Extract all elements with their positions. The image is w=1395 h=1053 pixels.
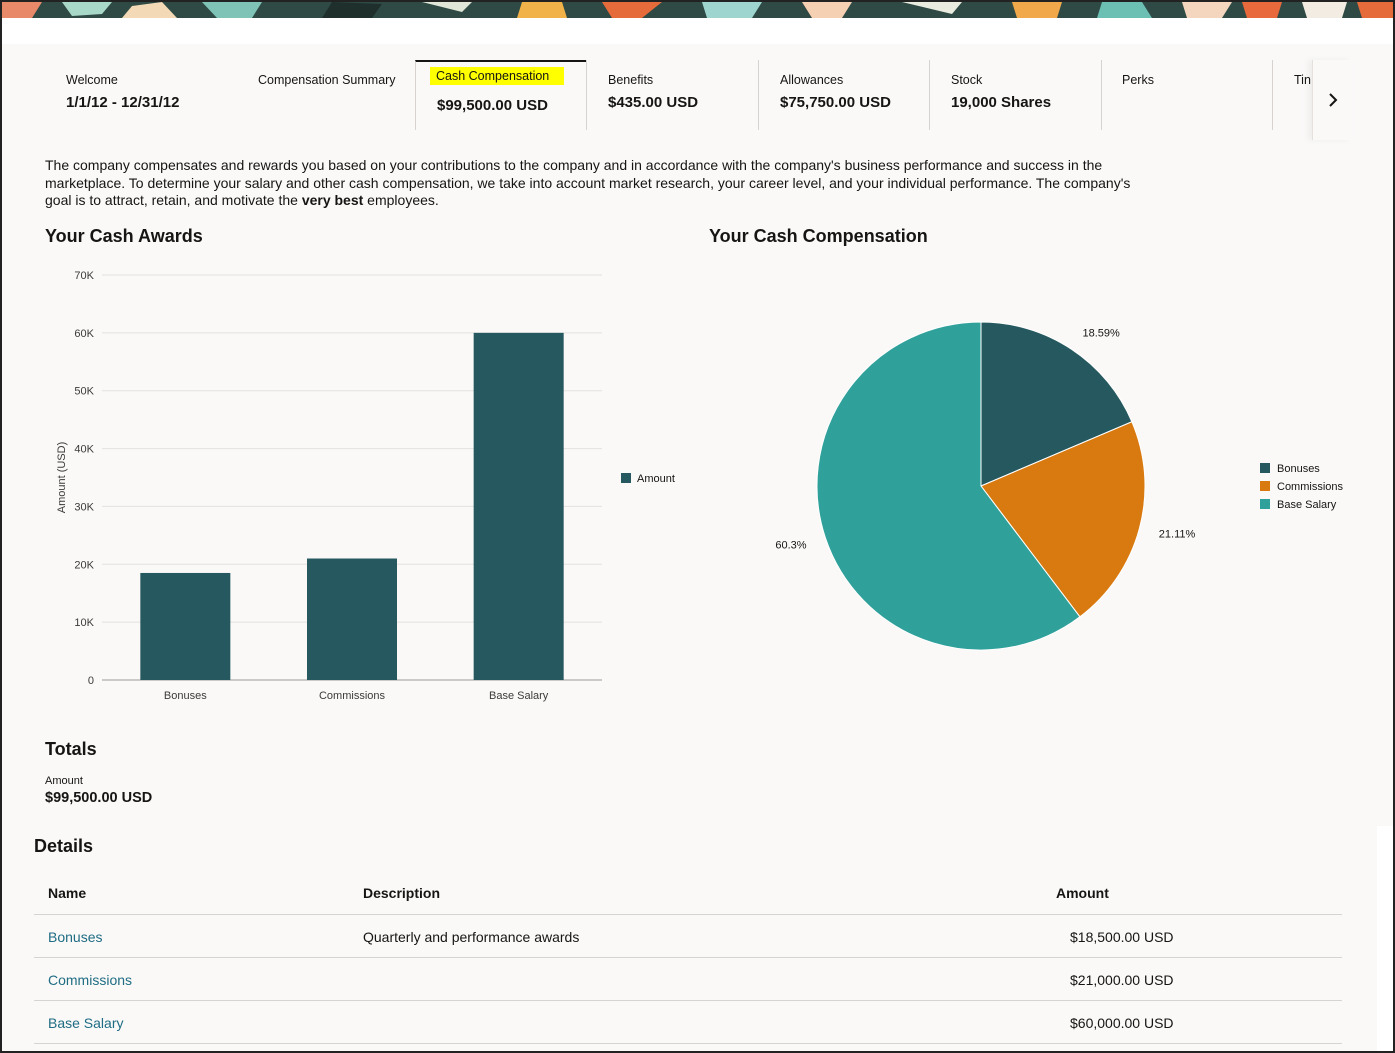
y-tick-label: 0: [88, 675, 94, 687]
y-tick-label: 20K: [74, 559, 94, 571]
row-name-link[interactable]: Commissions: [48, 972, 133, 988]
totals-amount-label: Amount: [45, 775, 83, 787]
x-tick-label: Bonuses: [164, 690, 207, 702]
bar-commissions: [307, 558, 397, 680]
tabs-next-button[interactable]: [1312, 60, 1352, 140]
table-row: Bonuses Quarterly and performance awards…: [34, 915, 1342, 958]
tab-value: 19,000 Shares: [951, 94, 1052, 111]
tab-benefits[interactable]: Benefits $435.00 USD: [586, 60, 758, 130]
legend-label: Bonuses: [1277, 463, 1320, 475]
y-tick-label: 70K: [74, 270, 94, 282]
pie-data-label: 18.59%: [1082, 328, 1120, 340]
row-amount: $21,000.00 USD: [1070, 972, 1174, 988]
pie-data-label: 21.11%: [1159, 528, 1196, 540]
cash-awards-bar-chart: 0 10K 20K 30K 40K 50K 60K 70K Amount (USD) Bonuse…: [42, 260, 702, 710]
tab-value: $99,500.00 USD: [437, 97, 548, 114]
pie-data-label: 60.3%: [775, 540, 806, 552]
row-description: Quarterly and performance awards: [363, 929, 580, 945]
row-name-link[interactable]: Bonuses: [48, 929, 103, 945]
bar-chart-title: Your Cash Awards: [45, 226, 203, 246]
tab-value: $435.00 USD: [608, 94, 699, 111]
bar-base-salary: [473, 332, 564, 680]
cash-compensation-pie-chart: 18.59% 21.11% 60.3% Bonuses Commissions Base …: [772, 302, 1372, 672]
compensation-tabs: Welcome 1/1/12 - 12/31/12 Compensation S…: [2, 60, 1393, 130]
totals-amount-value: $99,500.00 USD: [45, 790, 153, 806]
row-amount: $60,000.00 USD: [1070, 1015, 1174, 1031]
bar-chart-svg: 0 10K 20K 30K 40K 50K 60K 70K Amount (USD) Bonuse…: [56, 270, 675, 702]
tab-label: Stock: [951, 73, 983, 87]
column-header-amount[interactable]: Amount: [1056, 885, 1109, 901]
y-tick-label: 10K: [74, 617, 94, 629]
details-title: Details: [34, 836, 94, 856]
tab-label: Cash Compensation: [430, 67, 565, 85]
totals-title: Totals: [45, 739, 97, 759]
tab-perks[interactable]: Perks: [1101, 60, 1272, 130]
table-row: Commissions $21,000.00 USD: [34, 958, 1342, 1001]
x-tick-label: Commissions: [319, 690, 386, 702]
tab-label: Allowances: [780, 73, 844, 87]
decorative-banner: [2, 2, 1393, 18]
y-tick-label: 40K: [74, 444, 94, 456]
tab-label: Welcome: [66, 73, 118, 87]
column-header-description[interactable]: Description: [363, 885, 441, 901]
y-tick-label: 30K: [74, 501, 94, 513]
header-gap: [2, 18, 1393, 44]
intro-paragraph: The company compensates and rewards you …: [45, 157, 1145, 210]
pie-slice-base-salary: [816, 321, 1081, 651]
details-table-header: Name Description Amount: [34, 872, 1342, 915]
tab-label: Benefits: [608, 73, 654, 87]
right-edge-gap: [1377, 826, 1393, 1051]
pie-chart-title: Your Cash Compensation: [709, 226, 928, 246]
tab-compensation-summary[interactable]: Compensation Summary: [237, 60, 415, 130]
legend-swatch: [621, 473, 631, 483]
intro-text: The company compensates and rewards you …: [45, 157, 1131, 208]
chevron-right-icon: [1328, 93, 1337, 107]
tab-label: Tin: [1294, 73, 1311, 87]
row-amount: $18,500.00 USD: [1070, 929, 1174, 945]
legend-label: Commissions: [1277, 481, 1344, 493]
legend-swatch: [1260, 481, 1270, 491]
tab-label: Perks: [1122, 73, 1154, 87]
x-tick-label: Base Salary: [489, 690, 549, 702]
tab-cash-compensation[interactable]: Cash Compensation $99,500.00 USD: [415, 60, 586, 130]
y-tick-label: 50K: [74, 386, 94, 398]
bar-bonuses: [140, 572, 231, 680]
y-tick-label: 60K: [74, 328, 94, 340]
intro-emphasis: very best: [301, 192, 364, 208]
column-header-name[interactable]: Name: [48, 885, 87, 901]
pie-slice-commissions: [980, 421, 1146, 618]
tab-value: 1/1/12 - 12/31/12: [66, 94, 180, 111]
legend-swatch: [1260, 463, 1270, 473]
tab-time[interactable]: Tin: [1272, 60, 1312, 130]
y-axis-label: Amount (USD): [56, 442, 68, 514]
tab-label: Compensation Summary: [258, 73, 396, 87]
tab-stock[interactable]: Stock 19,000 Shares: [929, 60, 1101, 130]
details-table: Name Description Amount Bonuses Quarterl…: [34, 872, 1342, 1044]
intro-text-end: employees.: [363, 192, 439, 208]
legend-label: Amount: [637, 473, 675, 485]
legend-label: Base Salary: [1277, 499, 1337, 511]
row-name-link[interactable]: Base Salary: [48, 1015, 124, 1031]
pie-chart-svg: 18.59% 21.11% 60.3% Bonuses Commissions Base …: [775, 321, 1344, 651]
tab-value: $75,750.00 USD: [780, 94, 891, 111]
tab-welcome[interactable]: Welcome 1/1/12 - 12/31/12: [45, 60, 235, 130]
legend-swatch: [1260, 499, 1270, 509]
table-row: Base Salary $60,000.00 USD: [34, 1001, 1342, 1044]
pie-slice-bonuses: [980, 321, 1133, 487]
tab-allowances[interactable]: Allowances $75,750.00 USD: [758, 60, 929, 130]
